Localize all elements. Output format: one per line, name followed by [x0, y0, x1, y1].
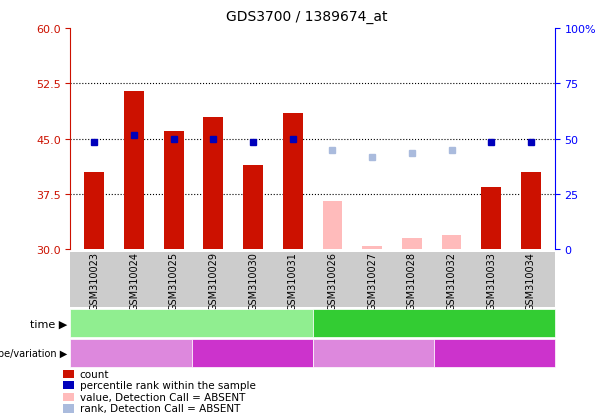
Bar	[362, 246, 382, 250]
Text: DNF2 transgenic: DNF2 transgenic	[451, 349, 538, 358]
Text: percentile rank within the sample: percentile rank within the sample	[80, 380, 256, 390]
Bar	[204, 117, 223, 250]
Bar	[283, 114, 303, 250]
Bar	[243, 165, 263, 250]
Bar	[164, 132, 184, 250]
Text: wild type: wild type	[349, 349, 397, 358]
Bar	[322, 202, 343, 250]
Text: wild type: wild type	[107, 349, 155, 358]
Text: mid-day (ZT7): mid-day (ZT7)	[152, 318, 231, 328]
Bar	[85, 173, 104, 250]
Text: value, Detection Call = ABSENT: value, Detection Call = ABSENT	[80, 392, 245, 402]
Text: DNF2 transgenic: DNF2 transgenic	[208, 349, 295, 358]
Bar	[402, 239, 422, 250]
Bar	[481, 187, 501, 250]
Text: genotype/variation ▶: genotype/variation ▶	[0, 349, 67, 358]
Bar	[124, 92, 144, 250]
Text: midnight (ZT19): midnight (ZT19)	[388, 318, 479, 328]
Text: GDS3700 / 1389674_at: GDS3700 / 1389674_at	[226, 10, 387, 24]
Text: time ▶: time ▶	[30, 318, 67, 328]
Text: rank, Detection Call = ABSENT: rank, Detection Call = ABSENT	[80, 404, 240, 413]
Bar	[441, 235, 462, 250]
Bar	[521, 173, 541, 250]
Text: count: count	[80, 369, 109, 379]
